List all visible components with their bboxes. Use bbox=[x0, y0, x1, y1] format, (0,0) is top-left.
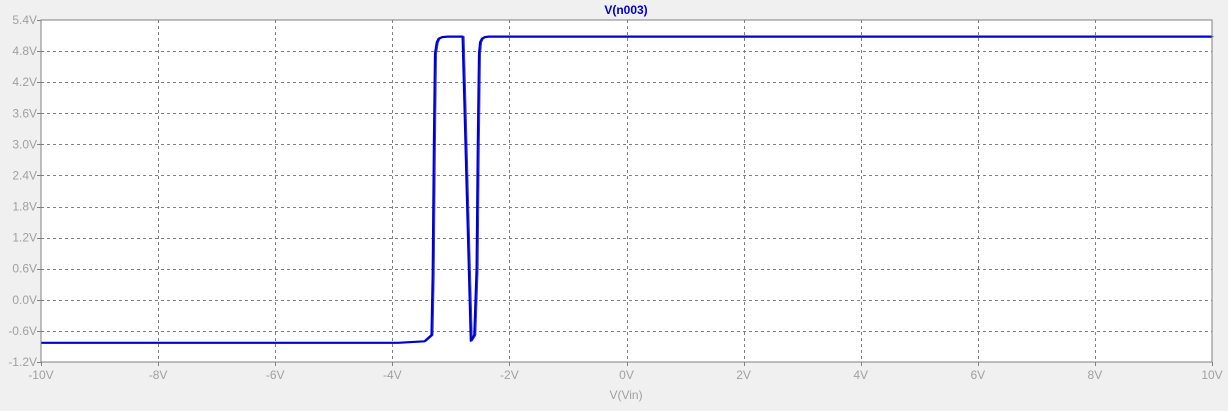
series-line-v-n003-overlap bbox=[42, 36, 1214, 344]
y-tick-label: 3.6V bbox=[12, 106, 37, 120]
y-tick-labels: -1.2V -0.6V 0.0V 0.6V 1.2V 1.8V 2.4V 3.0V 3.6V 4.… bbox=[8, 13, 37, 369]
y-tick-label: 5.4V bbox=[12, 13, 37, 27]
y-tick-label: 0.6V bbox=[12, 262, 37, 276]
y-tick-label: 3.0V bbox=[12, 137, 37, 151]
y-tick-label: 4.2V bbox=[12, 75, 37, 89]
y-tick-label: 1.8V bbox=[12, 200, 37, 214]
y-tick-label: 0.0V bbox=[12, 293, 37, 307]
x-tick-label: 2V bbox=[736, 368, 751, 382]
x-tick-label: 8V bbox=[1088, 368, 1103, 382]
plot-frame bbox=[40, 19, 1213, 363]
x-tick-label: 10V bbox=[1201, 368, 1222, 382]
x-tick-label: -4V bbox=[383, 368, 402, 382]
x-tick-label: -8V bbox=[149, 368, 168, 382]
x-tick-label: -10V bbox=[28, 368, 53, 382]
y-tick-label: 2.4V bbox=[12, 168, 37, 182]
series-layer bbox=[41, 35, 1214, 344]
x-tick-label: 6V bbox=[970, 368, 985, 382]
chart-title: V(n003) bbox=[604, 3, 647, 17]
y-tick-label: 1.2V bbox=[12, 231, 37, 245]
grid bbox=[41, 20, 1212, 362]
y-tick-label: 4.8V bbox=[12, 44, 37, 58]
y-tick-label: -1.2V bbox=[8, 355, 37, 369]
y-tick-label: -0.6V bbox=[8, 324, 37, 338]
x-tick-label: 0V bbox=[619, 368, 634, 382]
tick-marks bbox=[37, 20, 1213, 366]
plot-area-background bbox=[41, 20, 1212, 362]
x-tick-labels: -10V -8V -6V -4V -2V 0V 2V 4V 6V 8V 10V bbox=[28, 368, 1222, 382]
x-tick-label: 4V bbox=[853, 368, 868, 382]
x-axis-label: V(Vin) bbox=[609, 388, 642, 402]
x-tick-label: -6V bbox=[266, 368, 285, 382]
x-tick-label: -2V bbox=[500, 368, 519, 382]
